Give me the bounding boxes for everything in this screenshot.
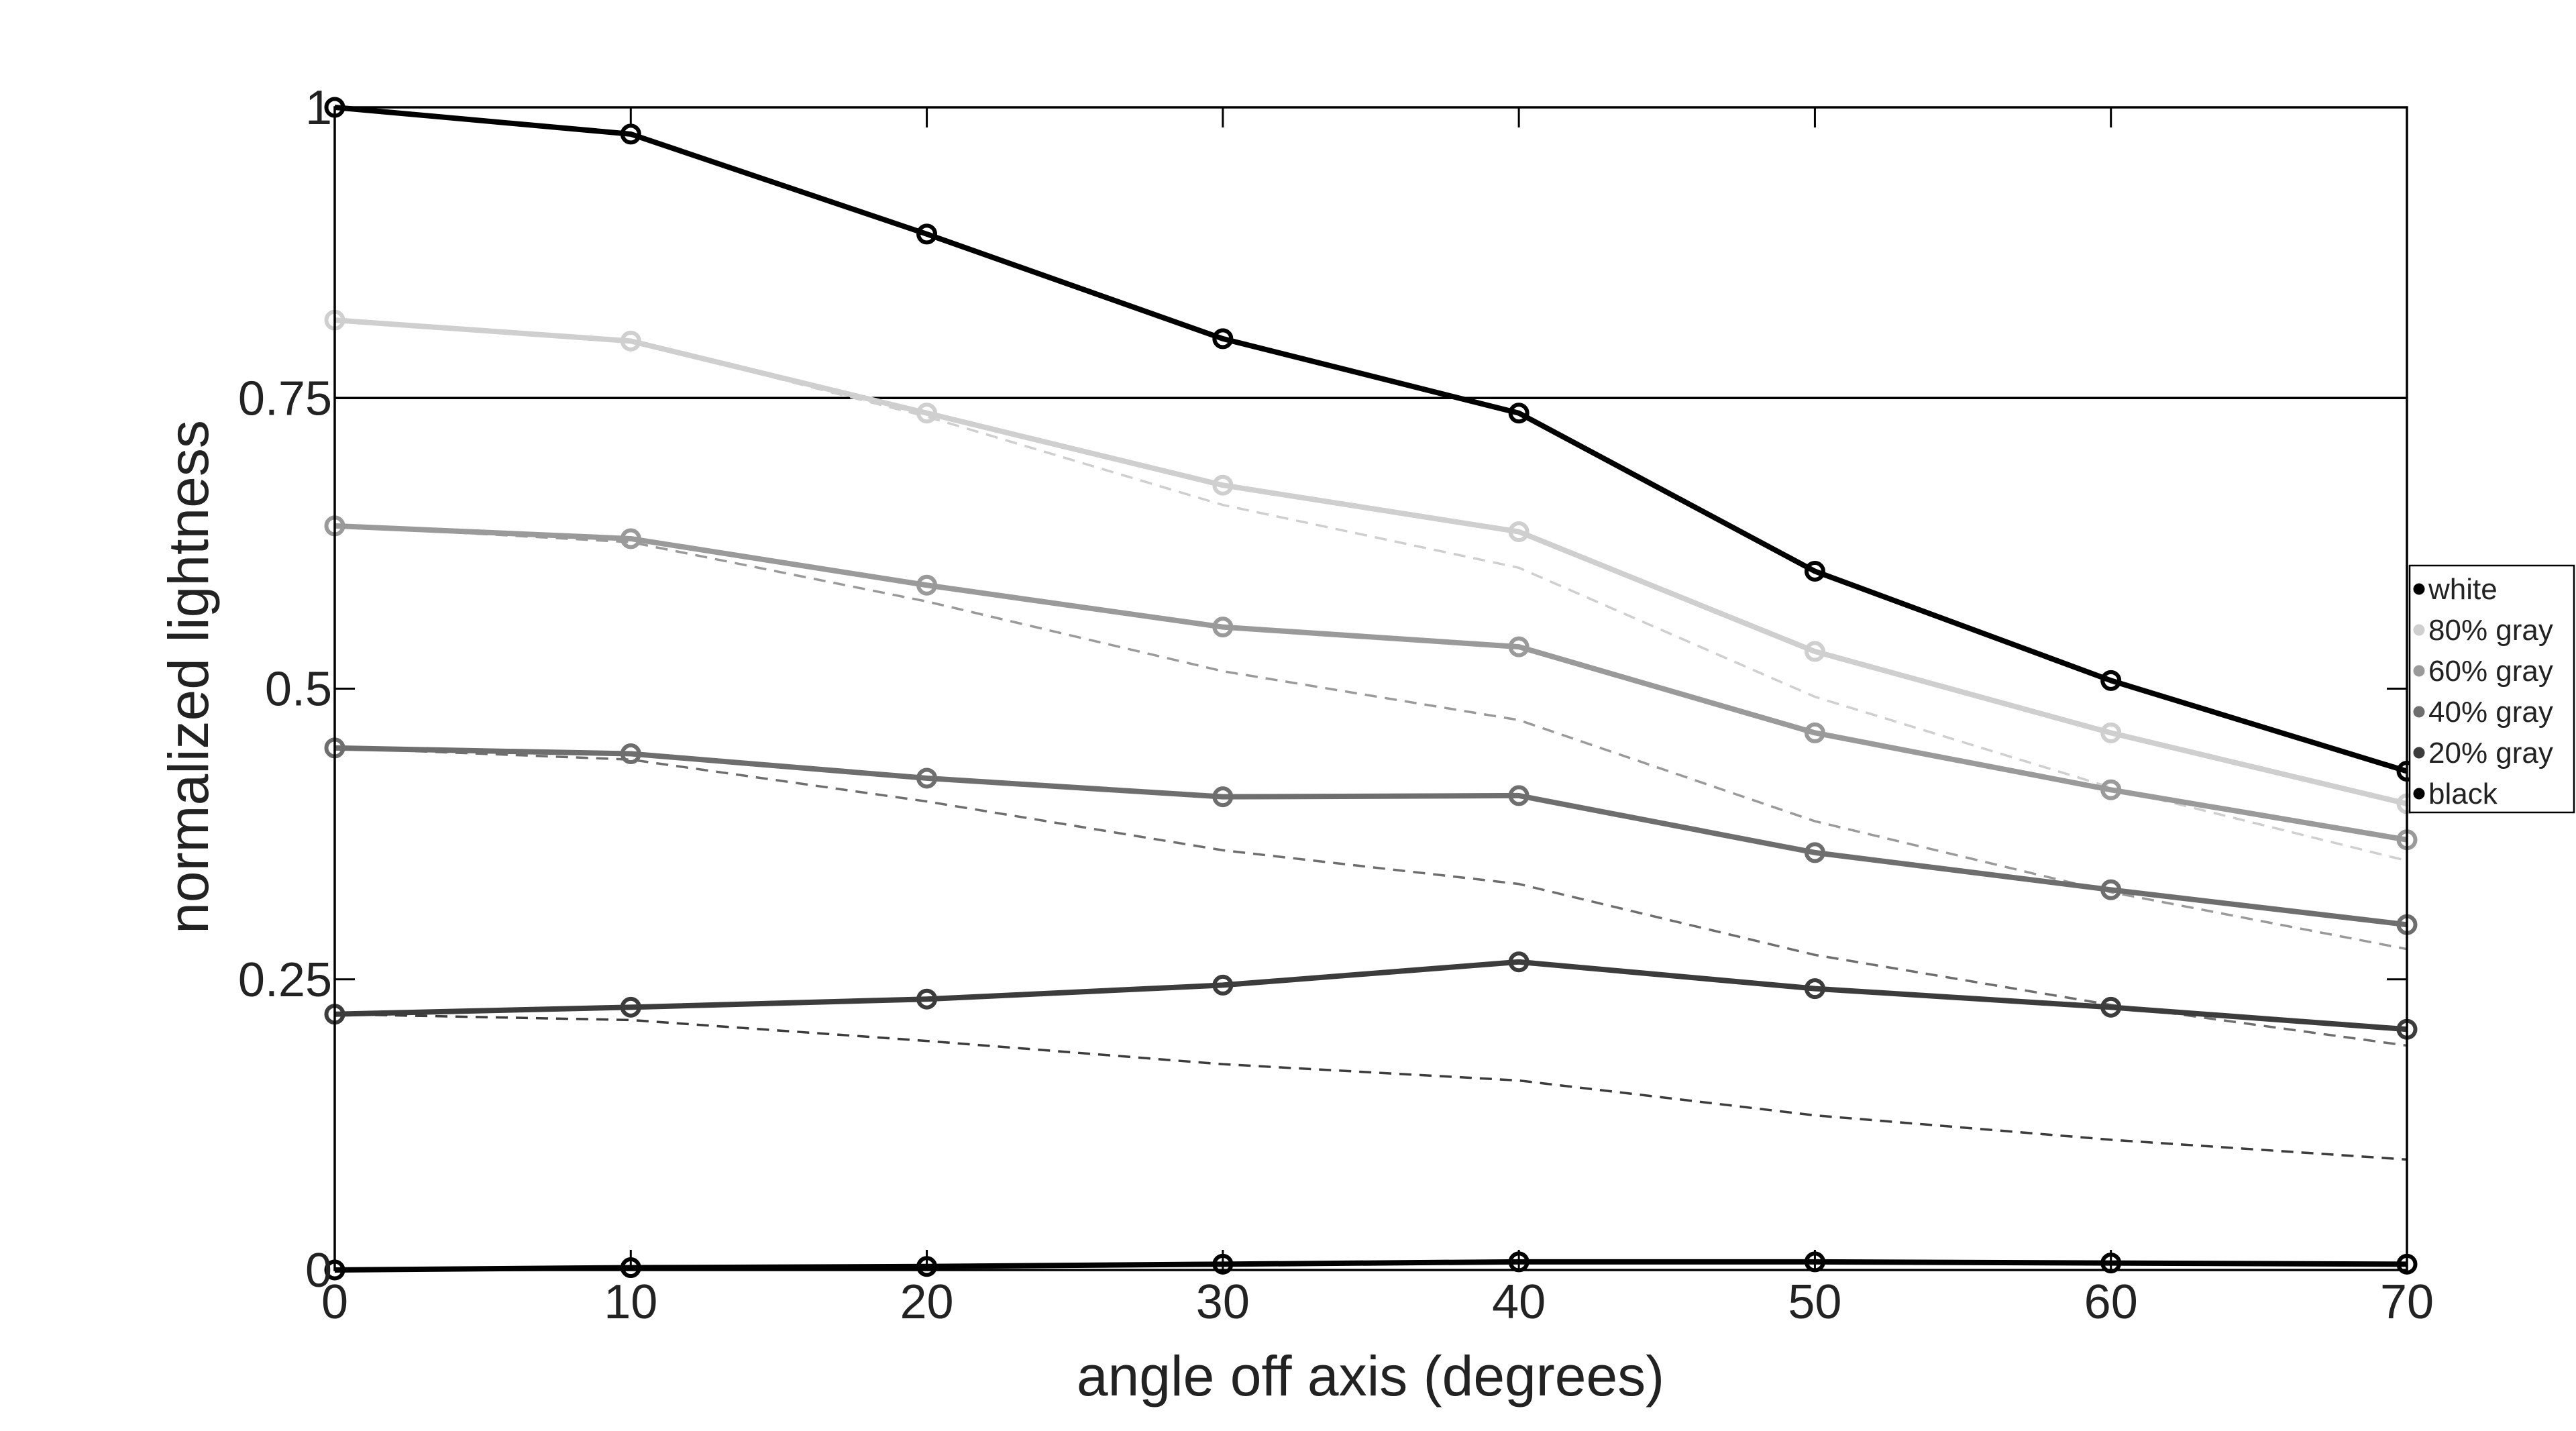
- data-point: [1804, 978, 1825, 1000]
- y-tick-label: 0.25: [238, 953, 332, 1007]
- y-tick-label: 0.5: [265, 663, 332, 717]
- data-point: [1212, 786, 1234, 808]
- legend-marker: [2413, 788, 2425, 800]
- data-point: [1804, 560, 1825, 582]
- x-tick-label: 50: [1788, 1275, 1841, 1329]
- data-point: [620, 743, 641, 765]
- legend-label: white: [2428, 573, 2498, 606]
- data-point: [1508, 785, 1529, 806]
- data-point: [2100, 722, 2122, 743]
- reference-dashed-line-2: [334, 525, 2408, 951]
- legend-marker: [2413, 665, 2425, 677]
- legend-label: black: [2428, 778, 2498, 810]
- reference-dashed-line-4: [334, 1012, 2408, 1161]
- data-point: [2100, 996, 2122, 1018]
- legend-label: 80% gray: [2428, 614, 2553, 647]
- axes: 0 10 20 30 40 50 60 70 0 0.25 0.5 0.75 1: [238, 81, 2434, 1329]
- data-point: [916, 223, 938, 245]
- data-point: [620, 996, 641, 1018]
- series-line-6: [334, 1259, 2408, 1273]
- x-tick-label: 20: [900, 1275, 954, 1329]
- x-tick-label: 30: [1196, 1275, 1250, 1329]
- data-point: [620, 330, 641, 352]
- legend: white 80% gray 60% gray 40% gray 20% gray bla…: [2408, 564, 2575, 814]
- x-axis-label: angle off axis (degrees): [1077, 1344, 1664, 1408]
- data-point: [620, 528, 641, 549]
- series-line-2: [334, 317, 2408, 806]
- series-line-4: [334, 745, 2408, 928]
- x-tick-label: 70: [2380, 1275, 2434, 1329]
- data-point: [1508, 951, 1529, 973]
- legend-marker: [2413, 583, 2425, 595]
- data-point: [2100, 879, 2122, 900]
- plot-area: [324, 97, 2418, 1281]
- y-axis-label: normalized lightness: [157, 420, 220, 934]
- data-point: [916, 403, 938, 424]
- reference-dashed-line-3: [334, 747, 2408, 1047]
- data-point: [916, 574, 938, 596]
- legend-label: 40% gray: [2428, 696, 2553, 729]
- y-tick-label: 1: [305, 81, 332, 135]
- data-point: [1508, 403, 1529, 424]
- legend-marker: [2413, 624, 2425, 636]
- data-point: [2100, 779, 2122, 800]
- data-point: [1804, 641, 1825, 662]
- x-tick-label: 0: [321, 1275, 348, 1329]
- plot-background: [335, 107, 2407, 1270]
- data-point: [1212, 974, 1234, 996]
- legend-marker: [2413, 706, 2425, 718]
- data-point: [2100, 670, 2122, 691]
- series-line-1: [334, 105, 2408, 774]
- series-line-3: [334, 523, 2408, 843]
- legend-box: [2408, 564, 2575, 814]
- x-tick-label: 60: [2084, 1275, 2138, 1329]
- legend-marker: [2413, 747, 2425, 759]
- data-point: [1212, 474, 1234, 496]
- data-point: [1212, 328, 1234, 350]
- data-point: [1508, 521, 1529, 543]
- series-line-5: [334, 959, 2408, 1032]
- legend-label: 20% gray: [2428, 737, 2553, 770]
- x-tick-label: 40: [1492, 1275, 1546, 1329]
- data-point: [1804, 842, 1825, 863]
- y-tick-label: 0: [305, 1244, 332, 1297]
- data-point: [1508, 636, 1529, 657]
- data-point: [1804, 722, 1825, 743]
- x-tick-label: 10: [604, 1275, 657, 1329]
- legend-label: 60% gray: [2428, 655, 2553, 688]
- data-point: [916, 767, 938, 789]
- y-tick-label: 0.75: [238, 372, 332, 425]
- data-point: [916, 988, 938, 1010]
- data-point: [1212, 617, 1234, 638]
